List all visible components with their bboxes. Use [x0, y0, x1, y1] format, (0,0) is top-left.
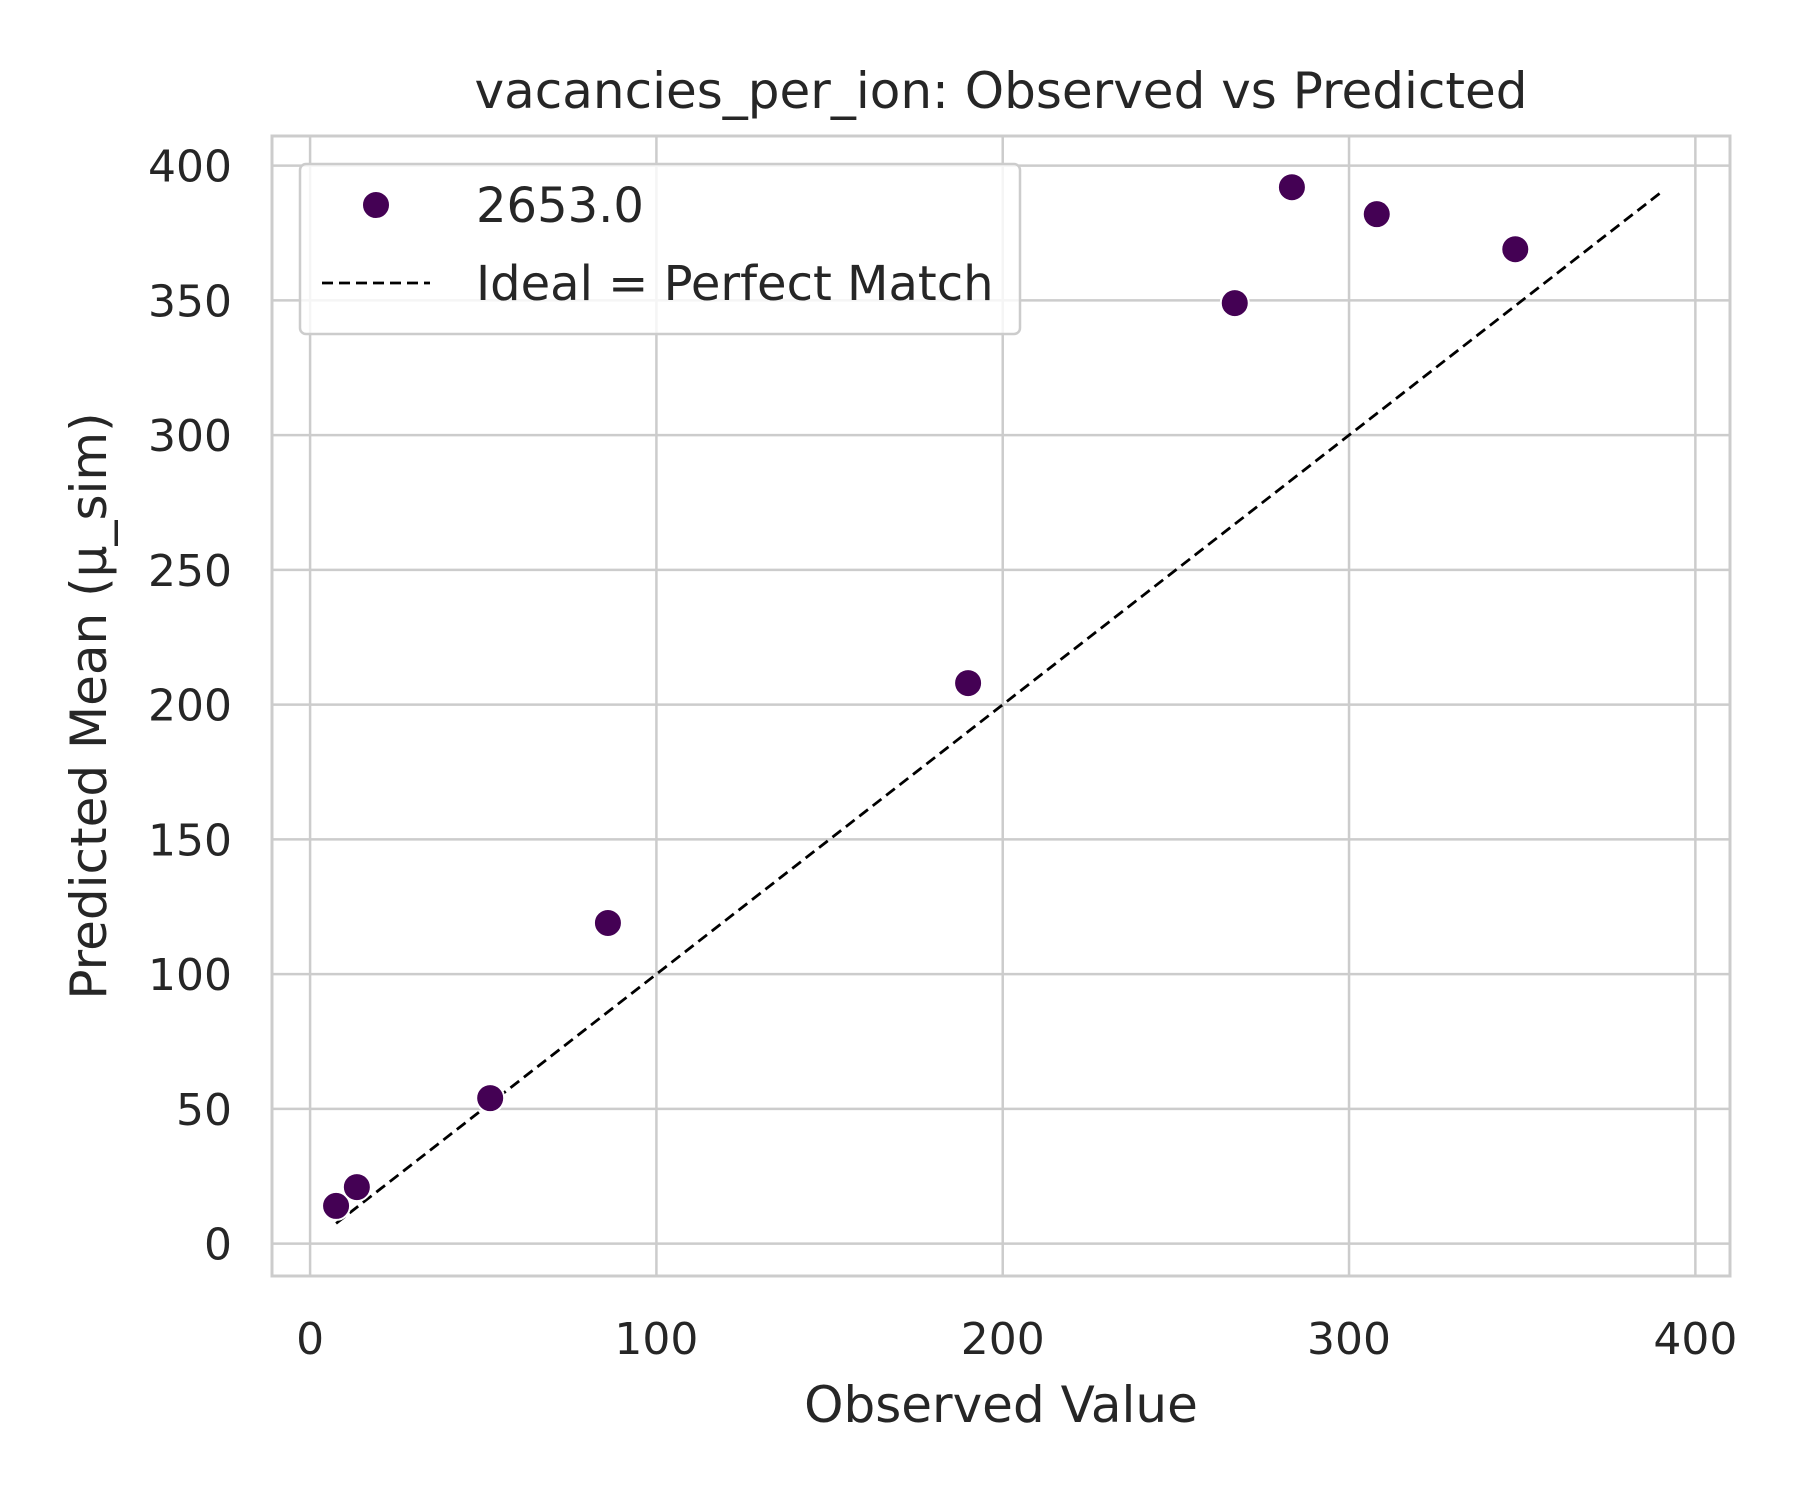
legend-box	[298, 162, 1022, 336]
y-axis-label: Predicted Mean (μ_sim)	[60, 412, 118, 999]
data-point	[475, 1083, 506, 1114]
legend-label-scatter: 2653.0	[476, 178, 644, 234]
y-tick-labels: 0 50 100 150 200 250 300 350 400	[148, 142, 232, 1271]
y-tick-label: 200	[148, 681, 232, 732]
x-tick-label: 400	[1653, 1314, 1737, 1365]
data-points-layer	[321, 172, 1531, 1221]
y-tick-label: 0	[204, 1220, 232, 1271]
y-tick-label: 350	[148, 276, 232, 327]
x-tick-label: 200	[961, 1314, 1045, 1365]
legend: 2653.0 Ideal = Perfect Match	[298, 162, 1022, 336]
y-tick-label: 50	[176, 1085, 232, 1136]
data-point	[321, 1190, 352, 1221]
data-point	[341, 1172, 372, 1203]
x-tick-label: 300	[1307, 1314, 1391, 1365]
y-tick-label: 300	[148, 411, 232, 462]
data-point	[592, 907, 623, 938]
y-tick-label: 400	[148, 142, 232, 193]
data-point	[1219, 288, 1250, 319]
data-point	[1361, 199, 1392, 230]
legend-label-ideal: Ideal = Perfect Match	[476, 256, 994, 312]
ideal-line-layer	[335, 191, 1662, 1225]
y-tick-label: 100	[148, 950, 232, 1001]
ideal-line	[335, 191, 1662, 1225]
x-tick-labels: 0 100 200 300 400	[296, 1314, 1737, 1365]
chart-title: vacancies_per_ion: Observed vs Predicted	[475, 62, 1528, 120]
y-tick-label: 250	[148, 546, 232, 597]
legend-marker-icon	[361, 190, 391, 220]
x-axis-label: Observed Value	[804, 1376, 1198, 1434]
data-point	[1500, 234, 1531, 265]
plot-frame	[270, 134, 1732, 1278]
x-tick-label: 0	[296, 1314, 324, 1365]
data-point	[953, 668, 984, 699]
y-tick-label: 150	[148, 815, 232, 866]
x-tick-label: 100	[614, 1314, 698, 1365]
data-point	[1276, 172, 1307, 203]
